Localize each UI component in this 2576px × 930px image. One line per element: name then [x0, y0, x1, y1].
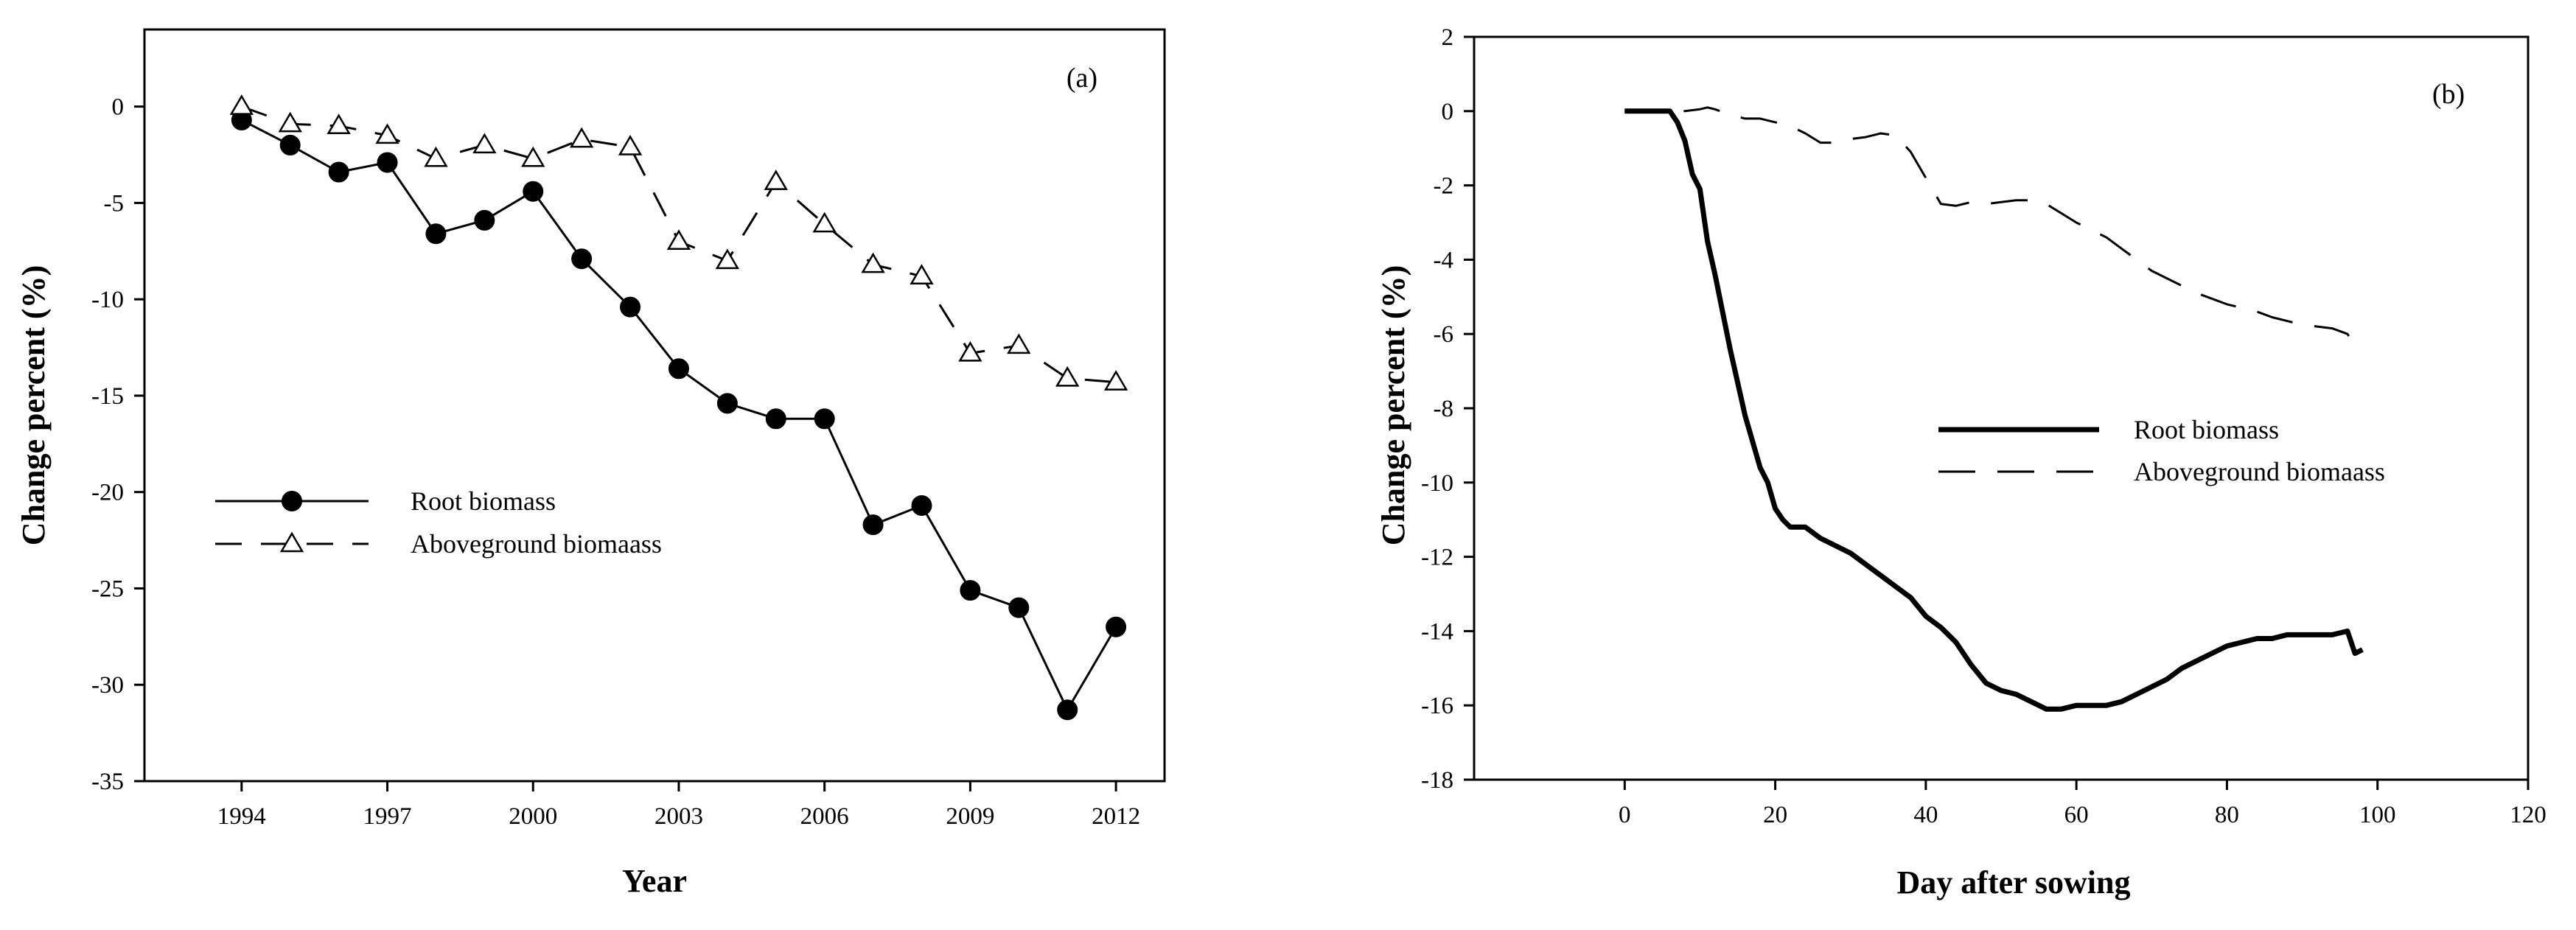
a-series-0-point-14: [911, 495, 932, 516]
b-x-tick-label-3: 60: [2064, 802, 2089, 828]
b-y-tick-label-4: -6: [1434, 321, 1454, 348]
a-series-0-point-1: [279, 134, 301, 155]
a-series-0-point-9: [668, 358, 689, 380]
a-series-1-point-17: [1055, 366, 1080, 387]
a-series-1-point-1: [278, 111, 302, 133]
b-x-tick-label-4: 80: [2215, 802, 2239, 828]
chart-a-x-ticks: 1994 1997 2000 2003 2006 2009 2012: [217, 781, 1140, 830]
a-series-1-point-6: [521, 146, 545, 167]
a-series-0-point-18: [1106, 616, 1127, 637]
a-series-0-point-6: [523, 181, 544, 202]
chart-b-legend-root-label: Root biomass: [2134, 415, 2279, 444]
a-series-line-0: [241, 119, 1117, 711]
chart-b-y-axis-title: Change percent (%): [1375, 265, 1411, 545]
a-series-0-point-3: [377, 152, 398, 173]
b-x-tick-label-6: 120: [2510, 802, 2547, 828]
a-series-1-point-3: [375, 123, 399, 144]
a-series-0-point-11: [765, 408, 786, 430]
a-series-0-point-16: [1008, 597, 1030, 618]
chart-b-x-ticks: 0 20 40 60 80 100 120: [1619, 780, 2547, 828]
chart-b-legend-above-label: Aboveground biomaass: [2134, 457, 2385, 486]
a-series-0-point-4: [425, 223, 447, 245]
chart-b-x-axis-title: Day after sowing: [1897, 864, 2131, 901]
a-series-1-point-9: [666, 229, 691, 250]
b-x-tick-label-2: 40: [1913, 802, 1938, 828]
a-series-0-point-7: [571, 248, 593, 270]
a-x-tick-label-0: 1994: [217, 803, 266, 830]
chart-a-panel-label: (a): [1067, 63, 1097, 94]
chart-a-y-ticks: 0 -5 -10 -15 -20 -25 -30 -35: [91, 94, 144, 795]
b-x-tick-label-0: 0: [1619, 802, 1631, 828]
b-y-tick-label-3: -4: [1434, 247, 1454, 273]
a-series-1-point-10: [715, 248, 740, 270]
a-x-tick-label-1: 1997: [363, 803, 412, 830]
a-series-1-point-13: [861, 252, 885, 273]
b-x-tick-label-5: 100: [2359, 802, 2396, 828]
chart-a-legend-root-label: Root biomass: [411, 486, 556, 516]
a-series-0-point-15: [960, 580, 981, 601]
chart-a-legend-root-marker: [282, 491, 302, 511]
a-y-tick-label-7: -35: [91, 769, 124, 795]
chart-a-y-axis-title: Change percent (%): [15, 265, 52, 545]
a-y-tick-label-3: -15: [91, 383, 124, 410]
a-series-0-point-12: [814, 408, 835, 430]
a-series-1-point-2: [327, 113, 351, 135]
a-series-0-point-13: [862, 514, 884, 536]
chart-a-series: [229, 94, 1128, 721]
b-y-tick-label-8: -14: [1421, 618, 1453, 645]
a-series-1-point-5: [472, 133, 497, 154]
a-series-0-point-5: [474, 209, 495, 231]
b-y-tick-label-1: 0: [1442, 99, 1454, 125]
chart-b-panel-label: (b): [2432, 79, 2465, 110]
a-series-1-point-8: [618, 135, 643, 155]
b-y-tick-label-0: 2: [1442, 24, 1454, 51]
a-y-tick-label-1: -5: [104, 190, 125, 217]
a-y-tick-label-4: -20: [91, 480, 124, 506]
a-series-1-point-0: [229, 94, 254, 115]
chart-a-legend-above-label: Aboveground biomaass: [411, 529, 662, 559]
chart-a-legend-above-marker: [279, 531, 304, 553]
b-series-line-1: [1624, 106, 2363, 346]
a-series-1-point-4: [424, 146, 448, 167]
a-y-tick-label-0: 0: [112, 94, 125, 121]
a-x-tick-label-5: 2009: [946, 803, 994, 830]
b-y-tick-label-10: -18: [1421, 767, 1453, 794]
a-series-1-point-16: [1007, 333, 1031, 354]
a-y-tick-label-2: -10: [91, 287, 124, 313]
a-series-0-point-2: [328, 161, 349, 183]
chart-b-legend: Root biomass Aboveground biomaass: [1938, 415, 2385, 486]
chart-a-plot-frame: [143, 28, 1166, 783]
chart-b-series: [1624, 106, 2364, 712]
b-y-tick-label-9: -16: [1421, 693, 1453, 719]
a-series-0-point-17: [1057, 699, 1078, 721]
a-x-tick-label-4: 2006: [800, 803, 849, 830]
a-y-tick-label-5: -25: [91, 576, 124, 602]
b-x-tick-label-1: 20: [1763, 802, 1787, 828]
b-series-line-0: [1624, 108, 2364, 712]
a-series-1-point-7: [569, 127, 594, 148]
b-y-tick-label-5: -8: [1434, 396, 1454, 422]
a-series-1-point-11: [764, 169, 788, 190]
a-series-1-point-14: [910, 264, 934, 285]
b-y-tick-label-7: -12: [1421, 545, 1453, 571]
a-series-1-point-18: [1103, 370, 1128, 391]
b-y-tick-label-6: -10: [1421, 470, 1453, 497]
chart-b-y-ticks: 2 0 -2 -4 -6 -8 -10 -12 -14 -16 -18: [1421, 24, 1474, 794]
chart-a-legend: Root biomass Aboveground biomaass: [215, 486, 662, 559]
a-x-tick-label-3: 2003: [655, 803, 703, 830]
a-series-0-point-10: [716, 393, 738, 414]
chart-a: 1994 1997 2000 2003 2006 2009 2012 0 -5 -10 -15 -2…: [15, 28, 1166, 899]
a-x-tick-label-6: 2012: [1092, 803, 1140, 830]
a-series-1-point-12: [812, 211, 837, 233]
chart-b-plot-frame: [1473, 35, 2530, 781]
a-x-tick-label-2: 2000: [509, 803, 557, 830]
a-series-1-point-15: [958, 340, 982, 362]
b-y-tick-label-2: -2: [1434, 173, 1454, 200]
chart-a-x-axis-title: Year: [622, 863, 687, 899]
chart-b: 0 20 40 60 80 100 120 20-2-4-6-8-10-12-14-16-1…: [1375, 24, 2547, 901]
a-series-0-point-8: [620, 296, 641, 318]
a-y-tick-label-6: -30: [91, 672, 124, 699]
